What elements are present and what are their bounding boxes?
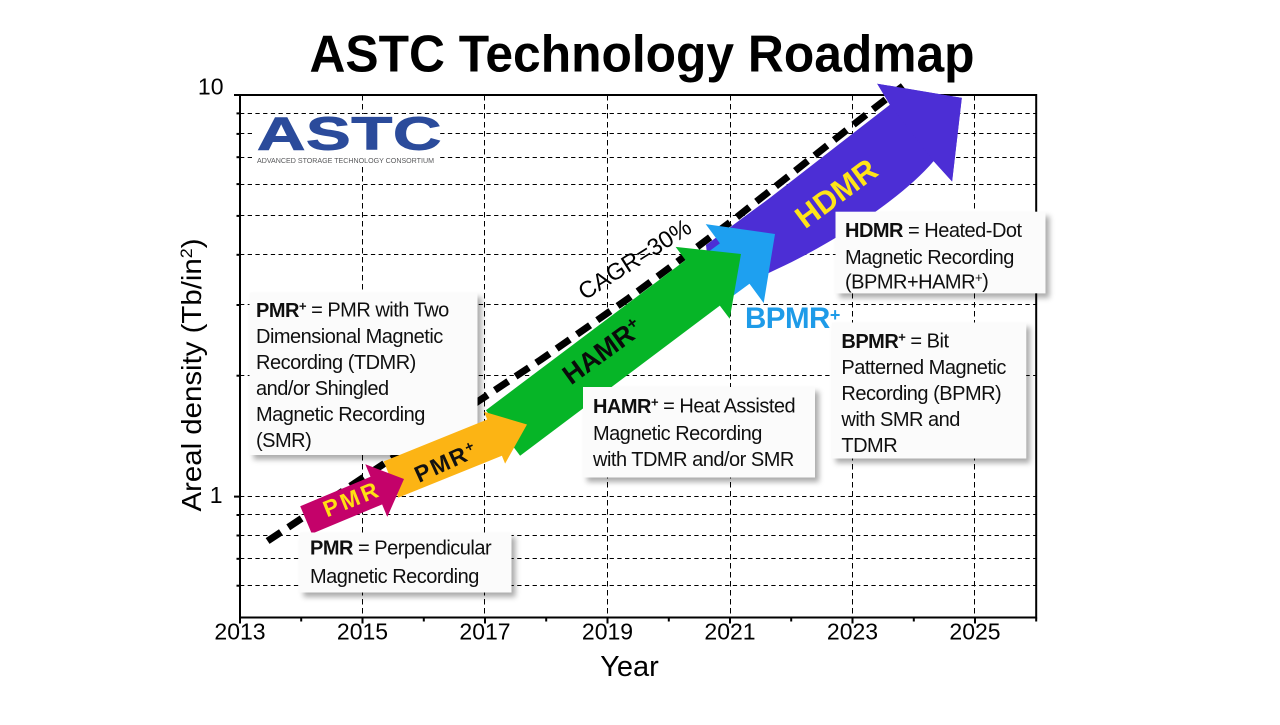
svg-text:Patterned Magnetic: Patterned Magnetic <box>841 357 1006 379</box>
svg-text:Recording (TDMR): Recording (TDMR) <box>256 352 416 374</box>
svg-text:BPMR+​ = Bit: BPMR+​ = Bit <box>841 330 949 354</box>
svg-text:2019: 2019 <box>582 619 633 645</box>
svg-text:2025: 2025 <box>949 619 1000 645</box>
svg-text:10: 10 <box>198 74 224 100</box>
svg-text:2021: 2021 <box>704 619 755 645</box>
svg-text:HAMR+​ = Heat Assisted: HAMR+​ = Heat Assisted <box>593 395 795 419</box>
svg-text:(BPMR+HAMR+​): (BPMR+HAMR+​) <box>845 270 988 294</box>
svg-text:Magnetic Recording: Magnetic Recording <box>310 566 479 588</box>
svg-text:Magnetic Recording: Magnetic Recording <box>845 247 1014 269</box>
svg-text:with SMR and: with SMR and <box>840 409 960 431</box>
svg-text:Year: Year <box>600 651 659 683</box>
svg-text:2015: 2015 <box>337 619 388 645</box>
svg-text:ASTC Technology Roadmap: ASTC Technology Roadmap <box>310 26 975 84</box>
svg-text:Recording (BPMR): Recording (BPMR) <box>841 383 1001 405</box>
svg-text:PMR = Perpendicular: PMR = Perpendicular <box>310 538 492 560</box>
svg-text:(SMR): (SMR) <box>256 430 311 452</box>
svg-text:ADVANCED STORAGE TECHNOLOGY CO: ADVANCED STORAGE TECHNOLOGY CONSORTIUM <box>257 156 434 165</box>
svg-text:ASTC: ASTC <box>257 108 442 160</box>
svg-text:Dimensional Magnetic: Dimensional Magnetic <box>256 326 443 348</box>
svg-text:HDMR = Heated-Dot: HDMR = Heated-Dot <box>845 220 1023 242</box>
svg-text:with TDMR and/or SMR: with TDMR and/or SMR <box>592 449 794 471</box>
svg-text:1: 1 <box>210 482 223 508</box>
svg-text:2013: 2013 <box>214 619 265 645</box>
svg-text:Areal density (Tb/in2): Areal density (Tb/in2) <box>176 239 207 512</box>
svg-text:and/or Shingled: and/or Shingled <box>256 378 389 400</box>
svg-text:PMR+​ = PMR with Two: PMR+​ = PMR with Two <box>256 299 449 323</box>
svg-text:2017: 2017 <box>459 619 510 645</box>
svg-text:BPMR+: BPMR+ <box>745 302 840 335</box>
svg-text:2023: 2023 <box>827 619 878 645</box>
svg-text:Magnetic Recording: Magnetic Recording <box>593 423 762 445</box>
svg-text:TDMR: TDMR <box>841 435 897 457</box>
svg-text:Magnetic Recording: Magnetic Recording <box>256 404 425 426</box>
